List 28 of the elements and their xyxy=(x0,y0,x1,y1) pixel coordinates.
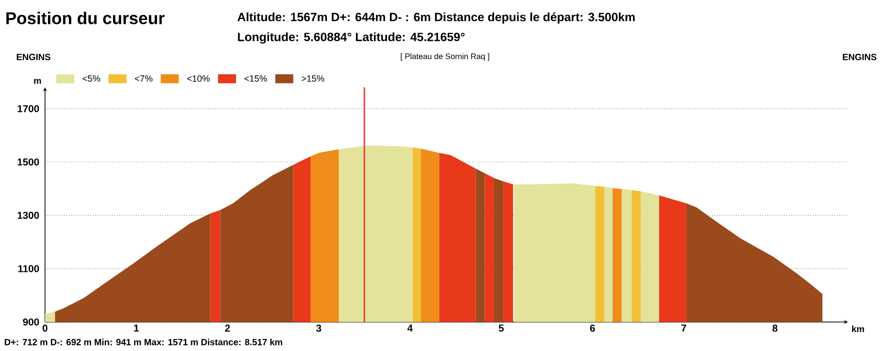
x-axis-title: km xyxy=(852,326,864,332)
x-tick-label: 1 xyxy=(134,324,139,332)
legend-label: <10% xyxy=(187,75,210,82)
legend-label: >15% xyxy=(302,75,324,82)
x-tick-label: 5 xyxy=(498,324,504,332)
x-tick-label: 6 xyxy=(590,324,595,332)
text: Longitude: 5.60884° Latitude: 45.21659° xyxy=(238,32,465,44)
text: [ Plateau de Sornin Raq ] xyxy=(400,53,490,61)
y-tick-label: 1500 xyxy=(18,158,39,166)
y-tick-label: 1300 xyxy=(18,212,39,219)
chart-subtitle: Altitude: 1567m D+: 644m D- : 6m Distance depuis le départ: 3.500km xyxy=(238,12,635,24)
legend-label: <15% xyxy=(244,75,267,82)
text: D+: 712 m D-: 692 m Min: 941 m Max: 1571 m Distance: 8.517 km xyxy=(4,338,282,346)
x-tick-label: 7 xyxy=(681,324,686,332)
text: ENGINS xyxy=(842,54,876,60)
y-axis-title: m xyxy=(34,78,41,84)
legend-label: <5% xyxy=(82,75,100,82)
x-tick-label: 8 xyxy=(772,324,778,332)
y-tick-label: 1700 xyxy=(18,105,39,112)
y-tick-label: 900 xyxy=(23,318,39,326)
legend-label: <7% xyxy=(134,75,152,82)
x-tick-label: 4 xyxy=(407,324,413,332)
x-tick-label: 0 xyxy=(42,324,48,332)
chart-title: Position du curseur xyxy=(6,12,165,24)
y-tick-label: 1100 xyxy=(18,265,39,272)
x-tick-label: 3 xyxy=(316,324,322,332)
text: ENGINS xyxy=(16,54,50,60)
x-tick-label: 2 xyxy=(225,324,230,332)
